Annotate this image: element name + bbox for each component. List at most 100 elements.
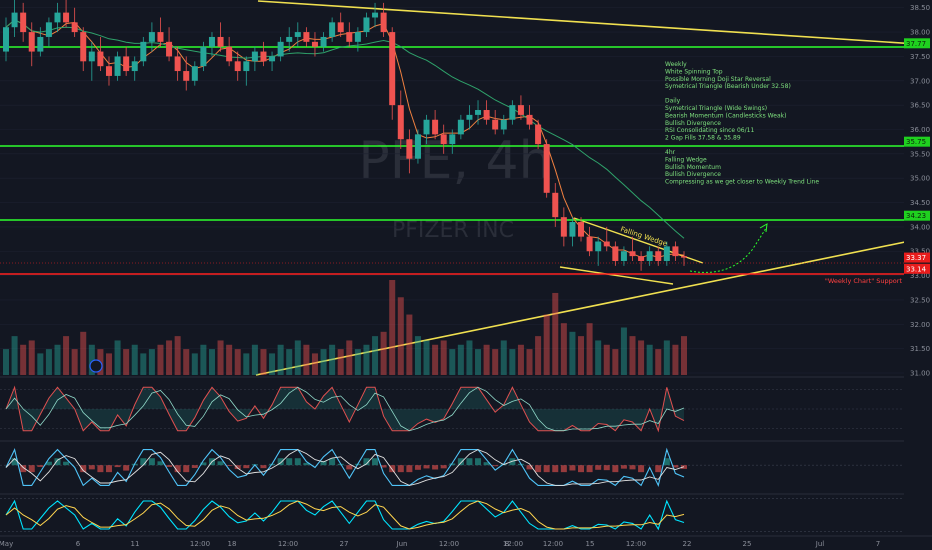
note-line: Bullish Divergence [665, 171, 721, 178]
projection-arrow-icon [759, 223, 768, 233]
wedge-lower-line [559, 266, 674, 285]
volume-bar [646, 344, 653, 375]
candle [294, 22, 301, 47]
time-tick: 11 [131, 540, 140, 548]
volume-bar [114, 340, 121, 375]
candle [105, 56, 112, 86]
volume-bar [140, 353, 147, 375]
ma-fast-line [5, 19, 685, 258]
candle [680, 251, 688, 266]
candle [595, 236, 602, 266]
candle [114, 51, 121, 81]
volume-bar [11, 336, 18, 375]
volume-bar [475, 349, 482, 375]
volume-bar [569, 331, 576, 375]
stoch-k-line [5, 499, 685, 531]
candle [226, 36, 233, 67]
volume-bar [243, 353, 250, 375]
time-tick: May [0, 540, 13, 548]
price-tick: 36.00 [910, 126, 930, 134]
volume-bar [578, 336, 585, 375]
time-tick: 12:00 [278, 540, 298, 548]
volume-bar [492, 349, 499, 375]
volume-bar [234, 349, 241, 375]
descending-trendline [257, 0, 932, 46]
volume-bar [526, 349, 533, 375]
volume-bar [105, 353, 112, 375]
volume-bar [535, 336, 542, 375]
volume-bar [483, 344, 490, 375]
volume-bar [174, 336, 181, 375]
volume-bar [354, 349, 361, 375]
price-tick: 35.50 [910, 150, 930, 158]
volume-bar [311, 353, 318, 375]
candle [260, 41, 267, 67]
volume-bar [629, 336, 636, 375]
volume-bar [432, 344, 439, 375]
candle [2, 17, 10, 62]
level-label-35.75: 35.75 [904, 136, 930, 147]
volume-bar [560, 323, 567, 375]
time-tick: Jul [815, 540, 825, 548]
svg-text:34.23: 34.23 [906, 212, 926, 220]
note-line: Possible Morning Doji Star Reversal [665, 76, 771, 83]
level-label-34.23: 34.23 [904, 210, 930, 221]
candle [131, 56, 138, 81]
volume-bar [303, 344, 310, 375]
note-line: Symetrical Triangle (Bearish Under 32.58… [665, 83, 791, 90]
volume-bar [54, 344, 61, 375]
candle [63, 0, 70, 28]
candle [251, 46, 258, 72]
level-label-33.14: 33.14 [904, 263, 930, 274]
volume-marker-icon[interactable] [89, 359, 103, 373]
candle [432, 110, 439, 140]
volume-bar [183, 349, 190, 375]
weekly-support-caption: "Weekly Chart" Support [825, 277, 903, 285]
price-axis[interactable]: 38.50 38.00 37.50 37.00 36.50 36.00 35.50 35.00… [904, 0, 932, 550]
candle [20, 2, 27, 42]
candle [363, 12, 370, 37]
volume-bar [63, 336, 70, 375]
volume-bar [638, 340, 645, 375]
volume-bar [655, 349, 662, 375]
candle [569, 217, 576, 247]
svg-text:33.14: 33.14 [906, 265, 927, 273]
candle [234, 51, 241, 81]
candle [492, 110, 499, 135]
macd-line [5, 447, 685, 488]
volume-bar [672, 344, 679, 375]
candle [372, 2, 379, 28]
volume-bar [226, 344, 233, 375]
candle [620, 246, 627, 266]
trend-lines [255, 0, 932, 376]
volume-bar [440, 340, 447, 375]
level-label-37.77: 37.77 [904, 38, 930, 49]
candle [88, 41, 95, 81]
volume-bar [414, 336, 421, 375]
price-tick: 35.00 [910, 175, 930, 183]
volume-bar [157, 344, 164, 375]
volume-bar [286, 349, 293, 375]
volume-bar [466, 340, 473, 375]
volume-bar [372, 336, 379, 375]
candle [500, 114, 507, 135]
candle [354, 27, 361, 52]
volume-bar [200, 344, 207, 375]
time-tick: 27 [340, 540, 349, 548]
candle [166, 27, 173, 62]
time-tick: 12:00 [543, 540, 563, 548]
volume-bars [2, 280, 688, 375]
candle [414, 129, 421, 164]
volume-bar [595, 340, 602, 375]
volume-bar [2, 349, 10, 375]
note-line: RSI Consolidating since 06/11 [665, 127, 754, 134]
candle [672, 241, 679, 261]
volume-bar [148, 349, 155, 375]
volume-bar [80, 331, 87, 375]
candle [329, 17, 336, 42]
candle [380, 2, 387, 37]
time-tick: 12:00 [190, 540, 210, 548]
price-tick: 31.00 [910, 370, 930, 378]
